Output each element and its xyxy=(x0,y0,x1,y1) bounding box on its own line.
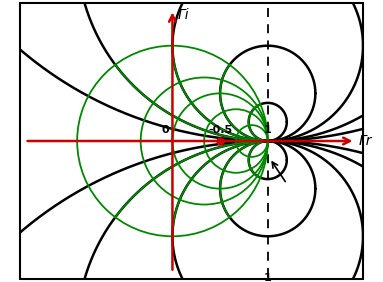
Text: -0.5: -0.5 xyxy=(208,125,232,135)
Text: 1: 1 xyxy=(264,125,272,135)
Text: Γi: Γi xyxy=(177,8,189,22)
Text: 1: 1 xyxy=(264,272,272,282)
Text: Γr: Γr xyxy=(358,134,372,148)
Text: 0: 0 xyxy=(161,125,169,135)
